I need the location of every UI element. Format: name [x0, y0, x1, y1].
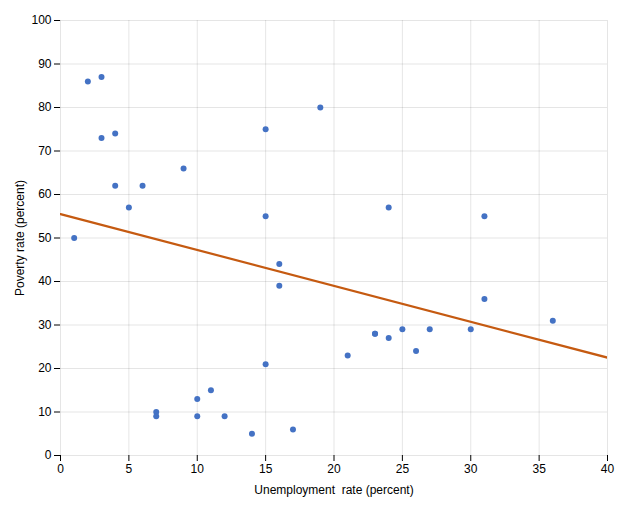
svg-text:50: 50 — [38, 231, 52, 245]
svg-text:100: 100 — [31, 13, 51, 27]
svg-text:90: 90 — [38, 57, 52, 71]
svg-text:Poverty rate (percent): Poverty rate (percent) — [13, 180, 27, 296]
svg-text:20: 20 — [38, 361, 52, 375]
svg-text:30: 30 — [38, 318, 52, 332]
svg-text:35: 35 — [532, 462, 546, 476]
svg-text:40: 40 — [38, 274, 52, 288]
svg-text:80: 80 — [38, 100, 52, 114]
svg-text:60: 60 — [38, 187, 52, 201]
svg-text:10: 10 — [38, 405, 52, 419]
svg-text:70: 70 — [38, 144, 52, 158]
svg-text:0: 0 — [45, 448, 52, 462]
svg-text:10: 10 — [191, 462, 205, 476]
svg-text:5: 5 — [126, 462, 133, 476]
svg-text:0: 0 — [57, 462, 64, 476]
svg-text:30: 30 — [464, 462, 478, 476]
svg-text:25: 25 — [396, 462, 410, 476]
svg-text:Unemployment rate (percent): Unemployment rate (percent) — [254, 483, 413, 497]
svg-text:40: 40 — [601, 462, 615, 476]
svg-text:15: 15 — [259, 462, 273, 476]
svg-text:20: 20 — [327, 462, 341, 476]
